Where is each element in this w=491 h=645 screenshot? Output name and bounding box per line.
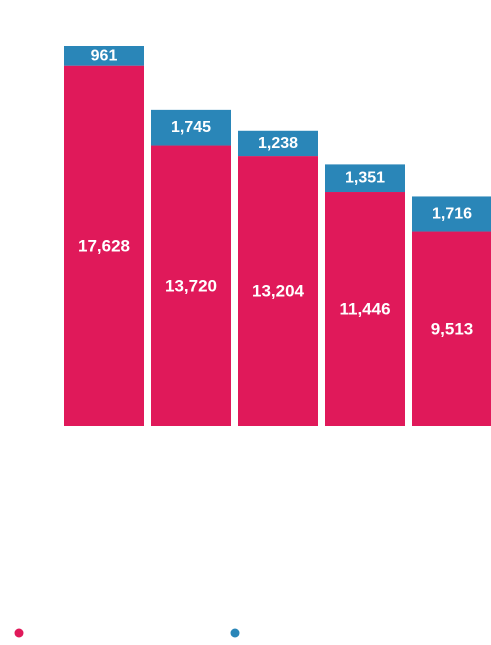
bar-segment-s1-1 [64,65,144,426]
bar-segment-s1-3 [238,156,318,426]
data-label-s2-5: 1,716 [432,205,472,222]
bar-segment-s2-2 [151,109,231,146]
data-label-s1-2: 13,720 [165,276,217,295]
legend [14,628,240,638]
bar-segment-s2-1 [64,46,144,66]
data-label-s2-4: 1,351 [345,170,385,187]
bar-segment-s2-4 [325,164,405,193]
bar-segment-s1-5 [412,231,491,426]
data-label-s1-5: 9,513 [431,319,474,338]
bar-segment-s1-2 [151,145,231,426]
data-label-s1-1: 17,628 [78,236,130,255]
legend-marker-s2 [230,628,240,638]
legend-marker-s1 [14,628,24,638]
bar-segment-s2-3 [238,130,318,157]
bar-labels-layer: 17,628 961 13,720 1,745 13,204 1,238 11,446 1,3… [78,47,473,338]
data-label-s2-3: 1,238 [258,135,298,152]
bars-layer [64,46,491,426]
data-label-s1-4: 11,446 [339,300,390,319]
data-label-s2-2: 1,745 [171,119,211,136]
data-label-s2-1: 961 [91,47,118,64]
bar-segment-s1-4 [325,192,405,426]
data-label-s1-3: 13,204 [252,282,305,301]
bar-segment-s2-5 [412,196,491,232]
